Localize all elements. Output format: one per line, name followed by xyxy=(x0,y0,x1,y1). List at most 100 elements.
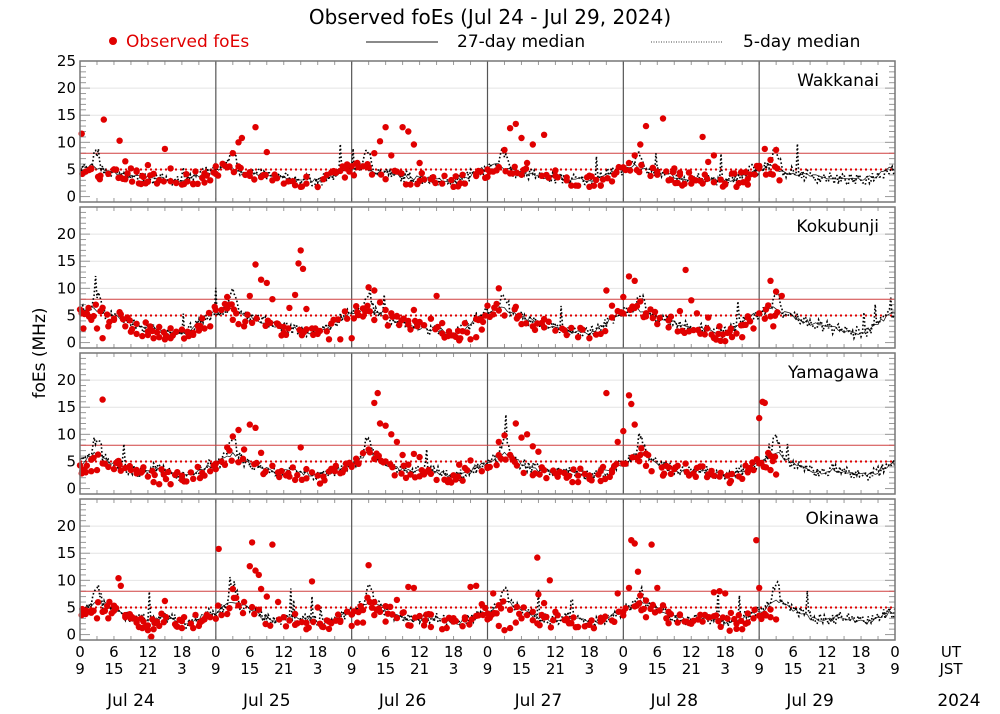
observed-point xyxy=(255,571,262,579)
observed-point xyxy=(233,594,240,601)
observed-point xyxy=(332,462,339,469)
observed-point xyxy=(649,164,656,171)
observed-point xyxy=(685,169,693,176)
x-tick-jst: 21 xyxy=(274,660,293,678)
observed-point xyxy=(771,453,779,460)
observed-point xyxy=(393,312,401,320)
observed-point xyxy=(518,171,525,178)
observed-point xyxy=(701,331,708,338)
x-tick-ut: 6 xyxy=(381,643,391,661)
station-label: Wakkanai xyxy=(797,71,879,91)
observed-point xyxy=(761,315,768,322)
observed-point xyxy=(569,478,576,486)
legend-observed-label: Observed foEs xyxy=(126,32,249,52)
observed-point xyxy=(516,610,523,617)
y-tick-label: 20 xyxy=(57,371,76,389)
observed-point xyxy=(422,617,429,624)
observed-point xyxy=(636,458,643,465)
observed-point xyxy=(251,176,258,183)
observed-point xyxy=(93,466,101,474)
observed-point xyxy=(126,462,133,470)
observed-point xyxy=(133,320,140,327)
observed-point xyxy=(371,611,378,619)
observed-point xyxy=(628,400,635,408)
observed-point xyxy=(242,318,249,325)
y-tick-label: 5 xyxy=(66,598,76,616)
observed-point xyxy=(262,468,269,475)
observed-point xyxy=(554,612,561,619)
observed-point xyxy=(80,325,87,332)
ut-label: UT xyxy=(941,643,962,661)
observed-point xyxy=(343,315,351,322)
observed-point xyxy=(140,173,147,181)
observed-point xyxy=(620,427,627,435)
observed-point xyxy=(568,324,575,332)
observed-point xyxy=(105,170,112,177)
observed-point xyxy=(762,171,770,178)
observed-point xyxy=(733,330,740,337)
observed-point xyxy=(334,611,342,618)
observed-point xyxy=(218,611,225,619)
observed-point xyxy=(484,302,491,309)
observed-point xyxy=(495,622,502,630)
x-axis: 0961512211830961512211830961512211830961… xyxy=(75,643,900,711)
observed-point xyxy=(448,176,455,184)
observed-point xyxy=(167,325,174,332)
observed-point xyxy=(631,152,638,159)
observed-point xyxy=(410,584,418,592)
observed-point xyxy=(703,325,711,332)
station-label: Okinawa xyxy=(806,509,879,529)
x-tick-ut: 6 xyxy=(517,643,527,661)
observed-point xyxy=(642,614,650,621)
observed-point xyxy=(531,326,539,334)
observed-point xyxy=(303,305,310,313)
observed-point xyxy=(212,615,219,622)
observed-point xyxy=(410,141,418,148)
observed-point xyxy=(407,471,414,478)
observed-point xyxy=(99,396,106,403)
observed-point xyxy=(751,606,758,613)
observed-point xyxy=(513,603,521,611)
median5-line xyxy=(79,576,896,631)
observed-point xyxy=(493,461,500,469)
observed-point xyxy=(144,473,152,480)
observed-point xyxy=(371,287,378,294)
observed-point xyxy=(246,421,253,428)
observed-point xyxy=(161,145,169,153)
observed-point xyxy=(334,316,342,323)
day-label: Jul 24 xyxy=(106,691,155,711)
observed-point xyxy=(461,320,469,327)
observed-point xyxy=(473,334,480,341)
observed-point xyxy=(239,455,247,462)
panel-frame xyxy=(79,60,896,203)
observed-point xyxy=(267,319,274,326)
observed-point xyxy=(402,181,410,188)
observed-point xyxy=(178,472,186,479)
observed-point xyxy=(478,326,485,333)
observed-point xyxy=(320,176,327,183)
observed-point xyxy=(215,545,222,553)
observed-point xyxy=(93,615,101,622)
x-tick-ut: 18 xyxy=(851,643,870,661)
observed-point xyxy=(625,392,633,399)
observed-point xyxy=(366,598,373,606)
x-tick-ut: 0 xyxy=(347,643,357,661)
observed-point xyxy=(614,590,621,597)
observed-point xyxy=(647,172,654,180)
observed-point xyxy=(636,600,643,607)
observed-point xyxy=(113,166,120,173)
observed-point xyxy=(90,454,97,462)
observed-point xyxy=(106,318,113,326)
observed-point xyxy=(341,174,349,181)
observed-point xyxy=(520,604,527,611)
panel-wakkanai: 0 5 10 15 20 25 Wakkanai xyxy=(57,52,896,206)
observed-point xyxy=(511,306,518,313)
observed-point xyxy=(495,285,502,292)
observed-point xyxy=(667,313,675,320)
observed-point xyxy=(642,122,650,130)
observed-point xyxy=(207,323,214,330)
x-tick-jst: 9 xyxy=(211,660,221,678)
observed-point xyxy=(374,389,381,397)
observed-point xyxy=(212,306,219,314)
observed-point xyxy=(728,470,736,478)
